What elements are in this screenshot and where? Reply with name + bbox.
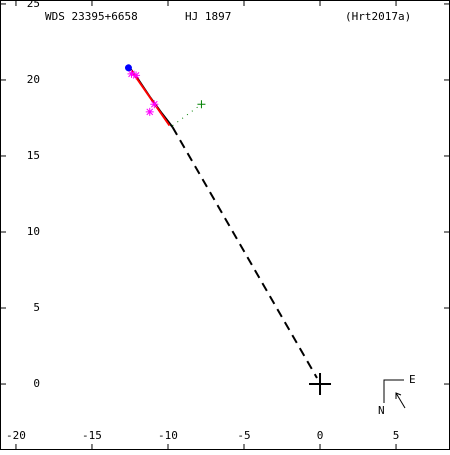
compass-north: N: [378, 404, 385, 417]
compass-axes: [383, 379, 404, 403]
x-tick-label: -10: [158, 429, 178, 442]
measure-marker: [150, 100, 159, 109]
orbit-line: [130, 70, 171, 127]
measure-marker: [197, 100, 206, 109]
y-tick-label: 25: [27, 0, 40, 10]
compass-east: E: [409, 373, 416, 386]
x-tick-label: 5: [393, 429, 400, 442]
node-line: [171, 126, 318, 379]
y-tick-label: 5: [33, 301, 40, 314]
y-tick-label: 0: [33, 377, 40, 390]
measure-marker: [145, 107, 154, 116]
measure-marker: [132, 71, 141, 80]
x-tick-label: -15: [82, 429, 102, 442]
chart-subtitle: HJ 1897: [185, 10, 231, 23]
y-tick-label: 10: [27, 225, 40, 238]
compass: [383, 379, 406, 409]
primary-measure: [124, 64, 132, 72]
reference: (Hrt2017a): [345, 10, 411, 23]
compass-arrow: [395, 392, 406, 409]
x-tick-label: 0: [317, 429, 324, 442]
chart-title: WDS 23395+6658: [45, 10, 138, 23]
y-tick-label: 20: [27, 73, 40, 86]
compass-arrowhead: [395, 392, 402, 399]
measure-marker: [309, 373, 332, 396]
measure-marker: [127, 69, 136, 78]
x-tick-label: -5: [237, 429, 250, 442]
y-tick-label: 15: [27, 149, 40, 162]
x-tick-label: -20: [6, 429, 26, 442]
